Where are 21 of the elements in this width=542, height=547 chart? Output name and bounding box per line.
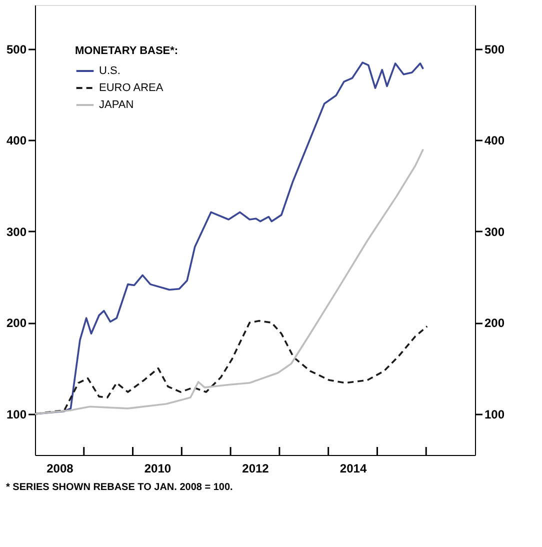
legend-label: U.S. xyxy=(99,65,120,77)
y-tick-label: 100 xyxy=(6,407,27,422)
x-tick-label: 2014 xyxy=(340,462,367,476)
text: * SERIES SHOWN REBASE TO JAN. 2008 = 100. xyxy=(6,482,234,493)
y2-tick-label: 400 xyxy=(484,134,505,148)
legend-label: JAPAN xyxy=(99,99,134,111)
x-tick-label: 2010 xyxy=(144,462,172,476)
y-tick-label: 300 xyxy=(6,224,27,239)
y2-tick-label: 100 xyxy=(484,407,505,422)
line-series xyxy=(34,148,424,415)
line-series xyxy=(34,320,428,415)
y2-tick-label: 200 xyxy=(484,316,505,330)
y-tick-label: 400 xyxy=(6,134,27,148)
y2-tick-label: 500 xyxy=(484,42,505,56)
legend-label: EURO AREA xyxy=(99,82,164,94)
y2-tick-label: 300 xyxy=(484,224,505,239)
y-tick-label: 500 xyxy=(6,42,27,56)
x-tick-label: 2012 xyxy=(242,462,270,476)
x-tick-label: 2008 xyxy=(46,462,74,476)
legend-title: MONETARY BASE*: xyxy=(75,45,178,57)
y-tick-label: 200 xyxy=(6,316,27,330)
